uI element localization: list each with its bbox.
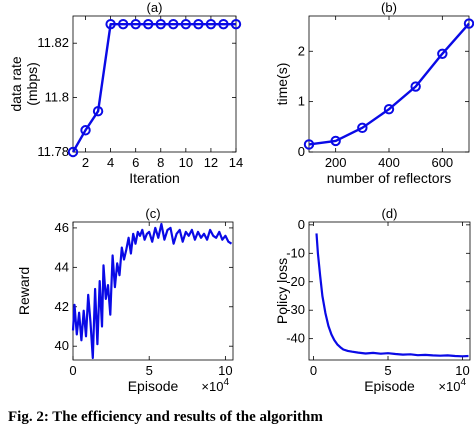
panel-a-ylabel: data rate(mbps) [8, 56, 40, 111]
panel-a-xtick-label: 4 [107, 155, 114, 170]
panel-d-ylabel: Policy loss [274, 258, 290, 324]
panel-b-title: (b) [381, 0, 397, 15]
panel-c-axes-box [72, 221, 234, 361]
panel-b-ytick-label: 2 [298, 43, 305, 58]
panel-a-ytick-label: 11.82 [37, 35, 69, 50]
panel-b-data-point [410, 81, 421, 92]
panel-a-xtick-label: 10 [179, 155, 193, 170]
panel-a-data-point [230, 18, 242, 30]
panel-d-xtick-label: 0 [310, 363, 317, 378]
panel-c-xtick-label: 5 [146, 363, 153, 378]
panel-c-xlabel: Episode [128, 378, 179, 394]
panel-c-ytick-label: 40 [55, 338, 69, 353]
panel-a-data-point [130, 18, 141, 30]
panel-c-ytick-label: 44 [55, 259, 69, 274]
panel-a-data-point [117, 18, 129, 30]
panel-a-xtick-label: 12 [204, 155, 218, 170]
panel-b-data-point [383, 103, 395, 115]
panel-a-axes-box [72, 15, 237, 153]
panel-c-xtick-label: 0 [69, 363, 76, 378]
panel-c-series-line [71, 222, 233, 360]
panel-a-data-point [193, 18, 204, 30]
panel-c: (c) 0 5 10 40 42 44 46 Episode ×104 Reward [16, 206, 234, 394]
panel-d-xtick-label: 5 [384, 363, 391, 378]
panel-b-xtick-label: 600 [431, 155, 453, 170]
panel-a-xtick-label: 8 [157, 155, 164, 170]
panel-a-xtick-label: 14 [229, 155, 243, 170]
panel-a-xtick-label: 6 [132, 155, 139, 170]
panel-b: (b) 200 400 600 0 1 2 number of reflectors time(… [274, 0, 474, 186]
figure-caption: Fig. 2: The efficiency and results of th… [8, 409, 323, 425]
panel-c-xtick-label: 10 [218, 363, 232, 378]
panel-b-xtick-label: 400 [378, 155, 400, 170]
panel-d-ytick-label: -20 [286, 274, 305, 289]
panel-a-data-point [80, 125, 91, 136]
panel-d-xtick-label: 10 [455, 363, 469, 378]
panel-b-data-point [437, 48, 448, 59]
panel-b-xlabel: number of reflectors [327, 170, 452, 186]
panel-a-data-point [168, 18, 179, 30]
panel-a-data-point [143, 18, 154, 30]
panel-b-data-point [463, 18, 474, 29]
panel-c-ytick-label: 42 [55, 299, 69, 314]
panel-a-data-point [67, 146, 79, 158]
panel-c-x-exponent: ×104 [201, 377, 229, 394]
panel-b-ytick-label: 0 [298, 144, 305, 159]
panel-d-ytick-label: -40 [286, 331, 305, 346]
panel-d-ytick-label: -30 [286, 302, 305, 317]
panel-b-data-point [357, 122, 368, 134]
panel-a: (a) 2 4 6 8 10 12 14 11.78 11.8 11.82 Iteration data… [8, 0, 243, 186]
panel-b-ylabel: time(s) [274, 63, 290, 106]
panel-b-data-point [303, 139, 315, 150]
panel-d-ytick-label: 0 [298, 217, 305, 232]
panel-a-data-point [205, 18, 217, 30]
panel-d-x-exponent: ×104 [438, 377, 466, 394]
panel-a-data-point [218, 18, 229, 30]
panel-d: (d) 0 5 10 0 -10 -20 -30 -40 Episode ×104 Policy lo… [274, 206, 471, 394]
panel-b-ytick-label: 1 [298, 94, 305, 109]
panel-b-axes-box [308, 15, 470, 153]
panel-c-title: (c) [145, 206, 160, 221]
panel-a-ytick-label: 11.8 [45, 90, 69, 105]
panel-b-data-point [330, 135, 341, 147]
panel-d-title: (d) [382, 206, 398, 221]
panel-d-axes-box [308, 221, 471, 361]
panel-a-xtick-label: 2 [82, 155, 89, 170]
panel-a-data-point [180, 18, 192, 30]
panel-a-ytick-label: 11.78 [37, 144, 69, 159]
panel-b-xtick-label: 200 [325, 155, 347, 170]
panel-c-ylabel: Reward [16, 267, 32, 315]
panel-d-ytick-label: -10 [286, 245, 305, 260]
panel-a-data-point [105, 18, 116, 30]
panel-a-data-point [155, 18, 166, 30]
panel-a-title: (a) [147, 0, 163, 15]
panel-b-series-line [308, 22, 470, 146]
panel-a-xlabel: Iteration [129, 170, 180, 186]
panel-c-ytick-label: 46 [55, 220, 69, 235]
panel-d-series-line [315, 233, 469, 358]
panel-a-series-line [71, 23, 236, 153]
panel-d-xlabel: Episode [364, 378, 415, 394]
panel-a-data-point [92, 106, 104, 117]
